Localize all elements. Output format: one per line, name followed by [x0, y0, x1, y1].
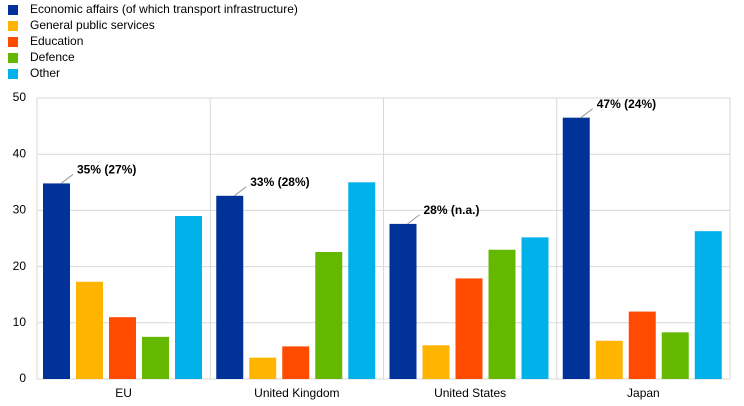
x-tick-label: United States	[434, 386, 506, 400]
bar	[562, 117, 590, 380]
y-tick-label: 0	[19, 371, 26, 385]
x-tick-label: EU	[115, 386, 132, 400]
y-tick-label: 10	[13, 315, 27, 329]
legend-label: Education	[30, 34, 83, 48]
annotation: 33% (28%)	[250, 175, 309, 189]
annotation: 28% (n.a.)	[424, 203, 480, 217]
legend-label: Economic affairs (of which transport inf…	[30, 2, 298, 16]
annotation: 35% (27%)	[77, 163, 136, 177]
legend-label: General public services	[30, 18, 155, 32]
bar	[142, 336, 169, 379]
bar	[348, 182, 376, 379]
legend-swatch	[8, 53, 18, 63]
bar	[628, 311, 656, 379]
legend-label: Other	[30, 66, 60, 80]
annotation: 47% (24%)	[597, 97, 656, 111]
bar	[521, 237, 549, 379]
legend-swatch	[8, 69, 18, 79]
x-tick-label: United Kingdom	[254, 386, 339, 400]
bar	[175, 216, 202, 379]
legend-swatch	[8, 21, 18, 31]
y-tick-label: 50	[13, 90, 27, 104]
legend-label: Defence	[30, 50, 75, 64]
annotation-leader	[233, 186, 247, 197]
y-tick-label: 40	[13, 146, 27, 160]
x-tick-label: Japan	[627, 386, 660, 400]
bar	[595, 340, 623, 379]
bar	[216, 195, 244, 379]
bar	[661, 332, 689, 379]
legend-swatch	[8, 37, 18, 47]
y-tick-label: 20	[13, 259, 27, 273]
annotation-leader	[60, 174, 74, 184]
bar	[455, 278, 483, 379]
y-tick-label: 30	[13, 203, 27, 217]
bar	[76, 281, 103, 379]
bar	[488, 249, 516, 379]
bar	[109, 317, 136, 379]
bar	[694, 231, 722, 379]
legend-swatch	[8, 5, 18, 15]
bar	[422, 345, 450, 379]
bar	[389, 223, 417, 379]
bar	[315, 251, 343, 379]
bar	[282, 346, 310, 379]
annotation-leader	[407, 214, 420, 225]
annotation-leader	[580, 108, 594, 119]
bar	[249, 357, 277, 379]
bar	[43, 183, 70, 379]
